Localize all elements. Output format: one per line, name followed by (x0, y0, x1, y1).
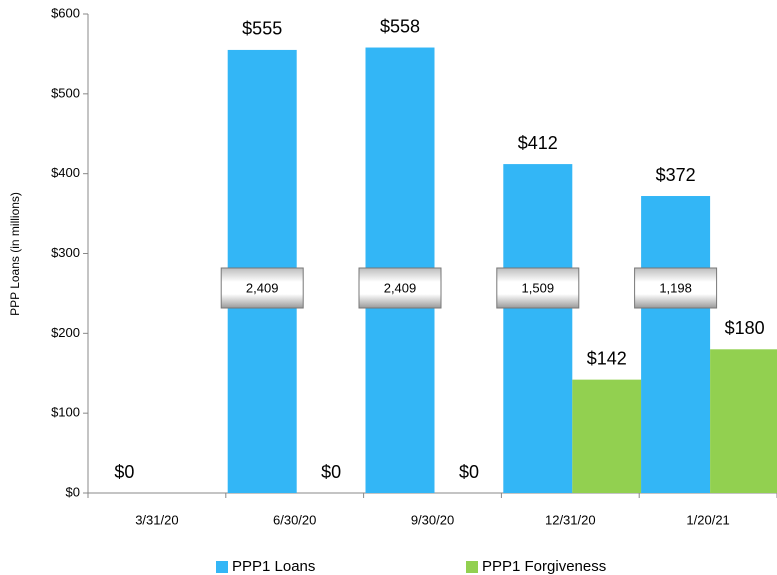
x-tick-label: 12/31/20 (545, 512, 596, 527)
count-label: 1,198 (659, 280, 692, 295)
value-label: $0 (459, 462, 479, 482)
count-label: 2,409 (384, 280, 417, 295)
bar (710, 349, 777, 493)
value-label: $0 (321, 462, 341, 482)
legend-swatch (216, 561, 228, 573)
value-label: $558 (380, 16, 420, 36)
count-label: 2,409 (246, 280, 279, 295)
y-tick-label: $600 (51, 5, 80, 20)
count-box (220, 267, 304, 309)
count-box (358, 267, 442, 309)
x-tick-label: 9/30/20 (411, 512, 454, 527)
y-tick-label: $200 (51, 325, 80, 340)
legend-label: PPP1 Forgiveness (482, 558, 606, 575)
bar (572, 379, 642, 493)
x-tick-label: 1/20/21 (686, 512, 729, 527)
legend-swatch (466, 561, 478, 573)
value-label: $180 (725, 318, 765, 338)
value-label: $142 (587, 348, 627, 368)
legend-label: PPP1 Loans (232, 558, 315, 575)
y-axis-label: PPP Loans (in millions) (8, 192, 22, 316)
y-tick-label: $300 (51, 245, 80, 260)
bar (503, 164, 573, 493)
value-label: $412 (518, 133, 558, 153)
y-tick-label: $400 (51, 165, 80, 180)
count-box (634, 267, 718, 309)
count-label: 1,509 (522, 280, 555, 295)
value-label: $0 (114, 462, 134, 482)
y-tick-label: $500 (51, 85, 80, 100)
count-box (496, 267, 580, 309)
x-tick-label: 3/31/20 (135, 512, 178, 527)
y-tick-label: $100 (51, 405, 80, 420)
bar (641, 196, 711, 493)
y-tick-label: $0 (66, 484, 80, 499)
x-tick-label: 6/30/20 (273, 512, 316, 527)
value-label: $555 (242, 19, 282, 39)
value-label: $372 (656, 165, 696, 185)
